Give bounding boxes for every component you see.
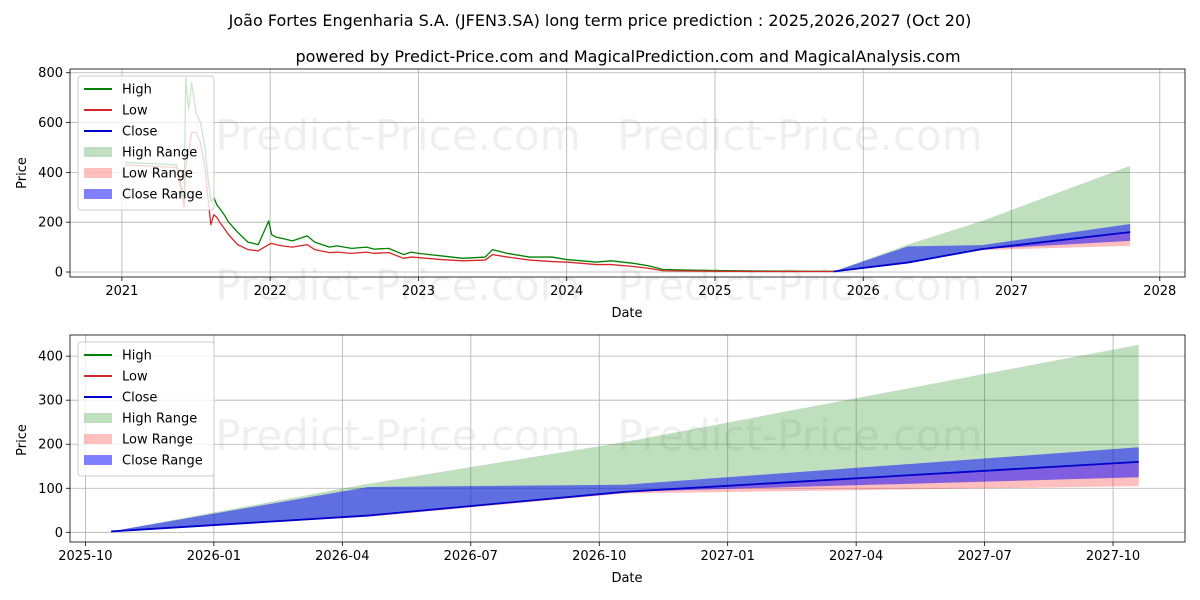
close-forecast-line xyxy=(833,231,1131,273)
close-range-band xyxy=(833,223,1131,272)
high-range-band xyxy=(833,165,1131,272)
legend-close-range-swatch xyxy=(84,189,112,199)
legend-low-range-swatch xyxy=(84,434,112,444)
top-x-axis-label: Date xyxy=(611,306,642,321)
legend-high-range-swatch xyxy=(84,413,112,423)
x-tick-label: 2027-01 xyxy=(701,549,755,564)
legend-high-range-swatch xyxy=(84,147,112,157)
bottom-x-axis-label: Date xyxy=(611,571,642,586)
high-price-line xyxy=(124,77,834,272)
chart-subtitle: powered by Predict-Price.com and Magical… xyxy=(295,47,960,66)
watermark-text: Predict-Price.com xyxy=(617,111,982,160)
y-tick-label: 400 xyxy=(38,350,63,365)
y-tick-label: 600 xyxy=(38,116,63,131)
legend-label: Close xyxy=(122,125,157,140)
x-tick-label: 2023 xyxy=(402,284,435,299)
y-tick-label: 800 xyxy=(38,66,63,81)
watermark-text: Predict-Price.com xyxy=(215,261,580,310)
x-tick-label: 2026 xyxy=(847,284,880,299)
top-panel: Predict-Price.com Predict-Price.com Predic… xyxy=(15,66,1186,321)
watermark-text: Predict-Price.com xyxy=(617,261,982,310)
legend-label: Low xyxy=(122,370,148,385)
chart-title: João Fortes Engenharia S.A. (JFEN3.SA) l… xyxy=(228,11,972,30)
x-tick-label: 2026-01 xyxy=(187,549,241,564)
top-y-axis-label: Price xyxy=(15,157,30,189)
legend-label: Low Range xyxy=(122,167,193,182)
x-tick-label: 2021 xyxy=(105,284,138,299)
bottom-panel: Predict-Price.com Predict-Price.com 2025-… xyxy=(15,334,1186,586)
x-tick-label: 2026-07 xyxy=(444,549,498,564)
y-tick-label: 400 xyxy=(38,166,63,181)
legend-label: Close Range xyxy=(122,454,203,469)
legend-label: High Range xyxy=(122,146,197,161)
x-tick-label: 2028 xyxy=(1143,284,1176,299)
legend-label: High Range xyxy=(122,412,197,427)
x-tick-label: 2027 xyxy=(995,284,1028,299)
y-tick-label: 300 xyxy=(38,394,63,409)
y-tick-label: 0 xyxy=(55,266,63,281)
legend-label: High xyxy=(122,83,152,98)
x-tick-label: 2027-04 xyxy=(829,549,883,564)
watermark-text: Predict-Price.com xyxy=(617,411,982,460)
legend-label: Low xyxy=(122,104,148,119)
x-tick-label: 2024 xyxy=(550,284,583,299)
legend-low-range-swatch xyxy=(84,168,112,178)
legend-label: Close Range xyxy=(122,188,203,203)
x-tick-label: 2025 xyxy=(698,284,731,299)
x-tick-label: 2027-07 xyxy=(957,549,1011,564)
top-plot-frame xyxy=(69,68,1186,278)
close-range-band xyxy=(111,447,1139,532)
watermark-text: Predict-Price.com xyxy=(215,111,580,160)
y-tick-label: 0 xyxy=(55,526,63,541)
x-tick-label: 2022 xyxy=(254,284,287,299)
x-tick-label: 2026-10 xyxy=(572,549,626,564)
bottom-plot-frame xyxy=(69,334,1186,543)
high-range-band xyxy=(111,344,1139,532)
x-tick-label: 2026-04 xyxy=(315,549,369,564)
legend-close-range-swatch xyxy=(84,455,112,465)
y-tick-label: 200 xyxy=(38,438,63,453)
x-tick-label: 2025-10 xyxy=(58,549,112,564)
x-tick-label: 2027-10 xyxy=(1086,549,1140,564)
watermark-text: Predict-Price.com xyxy=(215,411,580,460)
legend-label: Close xyxy=(122,391,157,406)
bottom-y-axis-label: Price xyxy=(15,424,30,456)
y-tick-label: 100 xyxy=(38,482,63,497)
y-tick-label: 200 xyxy=(38,216,63,231)
legend-label: Low Range xyxy=(122,433,193,448)
legend-label: High xyxy=(122,349,152,364)
close-forecast-line xyxy=(111,460,1139,533)
